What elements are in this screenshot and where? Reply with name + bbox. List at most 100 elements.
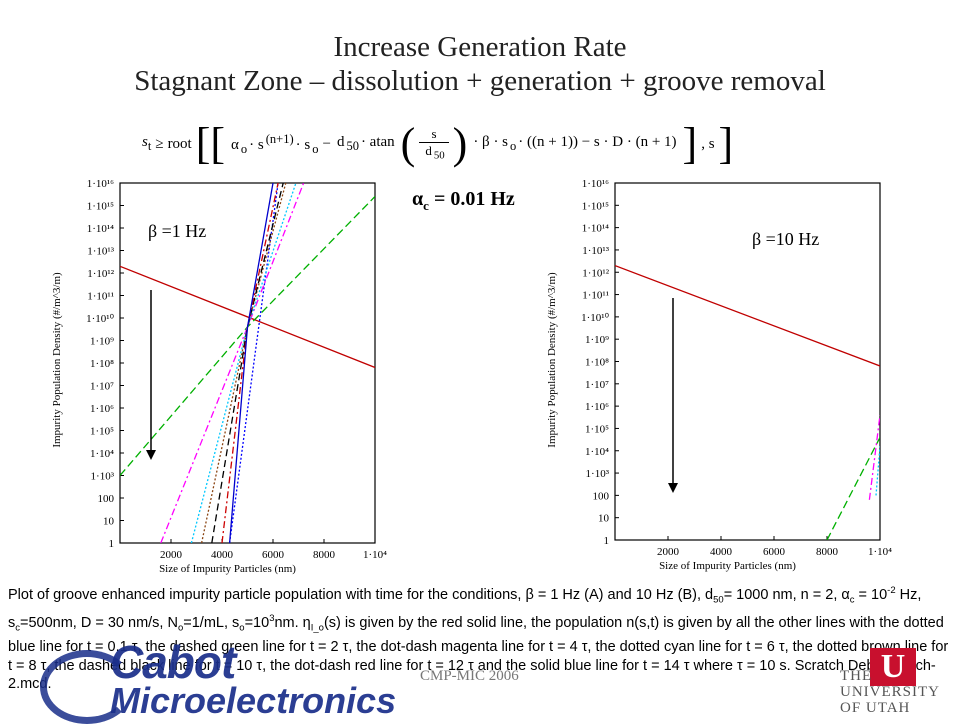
y-tick-label: 1·10¹⁶	[582, 178, 609, 190]
y-tick-label: 1·10¹¹	[582, 290, 609, 302]
x-tick-label: 1·10⁴	[363, 549, 387, 561]
y-tick-label: 1·10¹³	[582, 245, 609, 257]
series-line-dotted-blue	[228, 183, 279, 543]
formula-s: · s	[249, 136, 264, 153]
x-axis-label: Size of Impurity Particles (nm)	[659, 560, 796, 572]
y-tick-label: 1·10⁶	[90, 403, 114, 415]
series-line-red-solid	[120, 265, 375, 369]
x-tick-label: 1·10⁴	[868, 546, 892, 558]
y-tick-label: 100	[593, 490, 610, 502]
alpha-label: αc = 0.01 Hz	[412, 188, 515, 213]
title-line-2: Stagnant Zone – dissolution + generation…	[134, 65, 826, 97]
formula-end: , s	[701, 135, 715, 152]
footer-center-text: CMP-MIC 2006	[420, 668, 519, 684]
y-tick-label: 1·10⁴	[90, 448, 114, 460]
series-line-dashed-black	[211, 183, 284, 543]
charts-svg: 1 10 100 1·10³ 1·10⁴ 1·10⁵ 1·10⁶ 1·10⁷ 1·10⁸ 1·10…	[51, 178, 892, 575]
x-tick-label: 6000	[262, 549, 285, 561]
series-line-dot-dash-red	[221, 183, 279, 543]
x-tick-label: 4000	[211, 549, 234, 561]
x-tick-label: 2000	[160, 549, 183, 561]
formula-fraction: s d 50	[419, 126, 449, 162]
y-tick-label: 1·10¹⁶	[87, 178, 114, 190]
series-group	[120, 183, 375, 543]
series-group	[615, 264, 880, 540]
y-tick-label: 10	[103, 516, 115, 528]
y-tick-label: 1·10⁵	[585, 423, 609, 435]
y-tick-label: 1·10¹⁴	[582, 223, 609, 235]
y-tick-label: 1·10⁶	[585, 401, 609, 413]
chart-panel-b: 1 10 100 1·10³ 1·10⁴ 1·10⁵ 1·10⁶ 1·10⁷ 1·10⁸ 1·10…	[546, 178, 892, 572]
title-line-1: Increase Generation Rate	[333, 31, 627, 63]
beta-annotation: β =10 Hz	[752, 229, 819, 249]
time-arrow-head	[668, 483, 678, 493]
beta-annotation: β =1 Hz	[148, 221, 206, 241]
formula-frac-bar	[419, 142, 449, 144]
series-line-dot-dash-magenta	[160, 183, 305, 543]
series-line-solid-blue	[228, 183, 274, 543]
y-tick-label: 1·10¹⁰	[86, 313, 114, 325]
time-arrow-head	[146, 450, 156, 460]
y-tick-label: 1·10⁴	[585, 446, 609, 458]
formula-paren-close: )	[452, 119, 468, 168]
formula-alpha-sub: o	[240, 141, 248, 156]
y-tick-label: 1	[109, 538, 115, 550]
x-tick-label: 6000	[763, 546, 786, 558]
formula-exp: (n+1)	[265, 131, 294, 146]
cabot-logo: Cabot Microelectronics	[40, 636, 397, 721]
formula-bracket-final: ]	[718, 119, 734, 168]
y-tick-label: 1·10⁷	[585, 379, 609, 391]
y-tick-label: 1·10⁹	[90, 336, 114, 348]
y-axis-label: Impurity Population Density (#/m^3/m)	[51, 272, 63, 448]
y-tick-label: 1·10¹²	[87, 268, 114, 280]
x-tick-label: 8000	[313, 549, 336, 561]
y-tick-label: 10	[598, 513, 610, 525]
y-tick-label: 1·10⁸	[585, 357, 609, 369]
formula-so: · s	[295, 136, 311, 153]
y-tick-label: 1·10¹²	[582, 267, 609, 279]
y-tick-label: 1·10¹⁵	[87, 201, 114, 213]
x-tick-label: 2000	[657, 546, 680, 558]
y-tick-label: 1·10¹³	[87, 246, 114, 258]
utah-u-icon: U	[870, 648, 916, 686]
utah-logo-text: THE UNIVERSITY OF UTAH	[840, 668, 940, 716]
formula-lhs-sub: t	[147, 139, 152, 153]
plot-frame	[614, 182, 881, 541]
y-tick-label: 1·10¹⁰	[581, 312, 609, 324]
cabot-logo-line2: Microelectronics	[110, 680, 397, 721]
y-tick-label: 1·10¹¹	[87, 291, 114, 303]
x-tick-label: 8000	[816, 546, 839, 558]
formula-so-sub: o	[312, 141, 319, 156]
formula-bracket-open: [[	[195, 119, 226, 168]
x-tick-label: 4000	[710, 546, 733, 558]
formula-root: root	[167, 135, 192, 152]
series-line-red-solid	[615, 264, 880, 367]
y-axis-label: Impurity Population Density (#/m^3/m)	[546, 272, 558, 448]
formula-frac-den: d	[425, 143, 432, 159]
series-line-dotted-cyan	[875, 446, 880, 496]
chart-panel-a: 1 10 100 1·10³ 1·10⁴ 1·10⁵ 1·10⁶ 1·10⁷ 1·10⁸ 1·10…	[51, 178, 387, 575]
series-line-dot-dash-magenta	[868, 415, 880, 500]
formula-frac-num: s	[431, 126, 437, 142]
formula-bracket-close: ]	[682, 119, 698, 168]
y-tick-label: 1·10¹⁵	[582, 200, 609, 212]
formula-paren-open: (	[400, 119, 416, 168]
y-tick-label: 1·10⁷	[90, 381, 114, 393]
utah-logo: U THE UNIVERSITY OF UTAH	[840, 648, 955, 718]
formula-frac-den-sub: 50	[433, 149, 445, 162]
formula-d: d	[336, 134, 345, 150]
formula-tail-sub: o	[510, 139, 517, 153]
series-line-dashed-green	[826, 437, 880, 540]
y-tick-label: 1·10³	[586, 468, 610, 480]
x-axis-label: Size of Impurity Particles (nm)	[159, 563, 296, 575]
formula-tail2: · ((n + 1)) − s · D · (n + 1)	[518, 134, 677, 150]
figure-caption: Plot of groove enhanced impurity particl…	[8, 585, 949, 693]
formula-alpha: α	[231, 136, 239, 153]
cabot-logo-line1: Cabot	[110, 636, 236, 688]
y-tick-label: 1·10⁸	[90, 358, 114, 370]
formula-lhs: s	[142, 134, 148, 150]
formula-minus: −	[322, 135, 331, 152]
y-tick-label: 1·10⁹	[585, 334, 609, 346]
y-tick-label: 1·10³	[91, 471, 115, 483]
